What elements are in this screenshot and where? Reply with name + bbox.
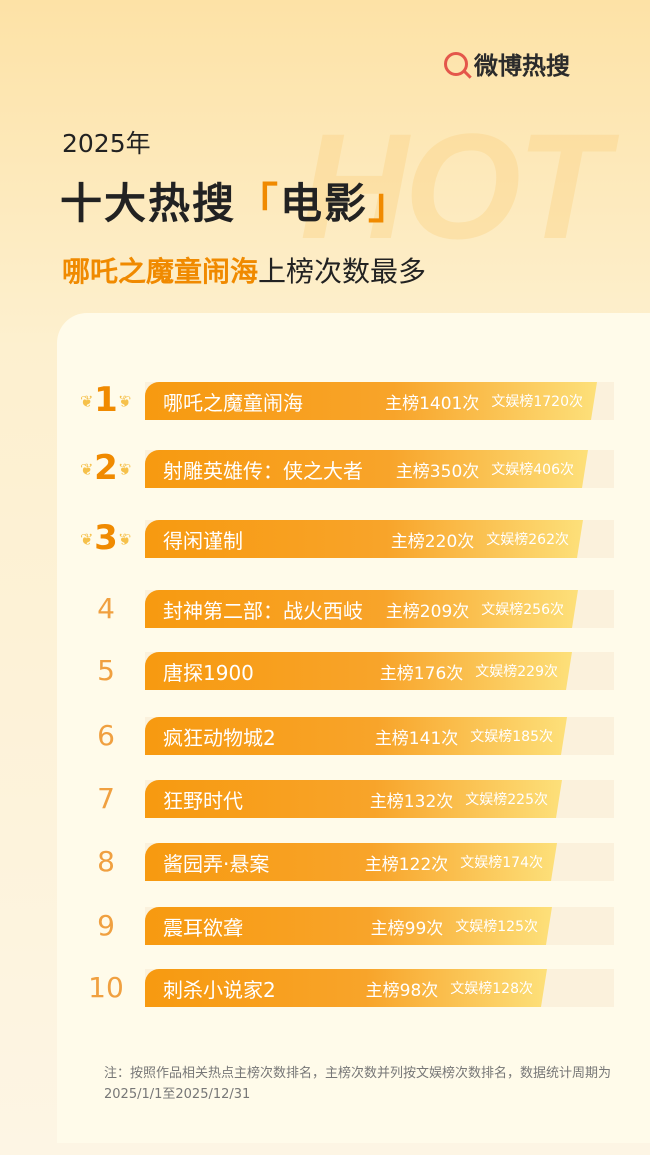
entertainment-list-count: 文娱榜406次	[491, 462, 574, 478]
movie-name: 疯狂动物城2	[163, 725, 276, 750]
entertainment-list-count: 文娱榜125次	[455, 919, 538, 935]
movie-name: 狂野时代	[163, 788, 243, 813]
ranking-bar: 狂野时代 主榜132次 文娱榜225次	[145, 780, 562, 818]
main-list-count: 主榜98次	[365, 980, 439, 1001]
ranking-row: 10 刺杀小说家2 主榜98次 文娱榜128次	[0, 969, 650, 1007]
main-list-count: 主榜132次	[369, 791, 454, 812]
ranking-bar: 酱园弄·悬案 主榜122次 文娱榜174次	[145, 843, 557, 881]
entertainment-list-count: 文娱榜174次	[460, 855, 543, 871]
rank-number: 5	[97, 654, 115, 687]
movie-name: 刺杀小说家2	[163, 977, 276, 1002]
rank-number: 6	[97, 719, 115, 752]
entertainment-list-count: 文娱榜229次	[475, 664, 558, 680]
title-prefix: 十大热搜	[60, 179, 237, 228]
logo-text: 微博热搜	[474, 52, 570, 80]
ranking-bar: 唐探1900 主榜176次 文娱榜229次	[145, 652, 572, 690]
main-list-count: 主榜122次	[364, 854, 449, 875]
ranking-row: 5 唐探1900 主榜176次 文娱榜229次	[0, 652, 650, 690]
movie-name: 得闲谨制	[163, 528, 243, 553]
rank-number: 10	[88, 971, 124, 1004]
subtitle-rest: 上榜次数最多	[258, 255, 427, 288]
subtitle-highlight: 哪吒之魔童闹海	[62, 255, 259, 288]
movie-name: 酱园弄·悬案	[163, 851, 270, 876]
page-title: 十大热搜「电影」	[60, 170, 412, 231]
ranking-row: 7 狂野时代 主榜132次 文娱榜225次	[0, 780, 650, 818]
rank-number: 7	[97, 782, 115, 815]
rank-number: 1	[94, 380, 118, 420]
ranking-bar: 疯狂动物城2 主榜141次 文娱榜185次	[145, 717, 567, 755]
ranking-row: 9 震耳欲聋 主榜99次 文娱榜125次	[0, 907, 650, 945]
footnote: 注：按照作品相关热点主榜次数排名，主榜次数并列按文娱榜次数排名，数据统计周期为2…	[104, 1066, 612, 1102]
entertainment-list-count: 文娱榜262次	[486, 532, 569, 548]
title-category: 电影	[280, 179, 369, 228]
rank-number: 4	[97, 592, 115, 625]
entertainment-list-count: 文娱榜1720次	[491, 394, 583, 410]
main-list-count: 主榜176次	[379, 663, 464, 684]
entertainment-list-count: 文娱榜185次	[470, 729, 553, 745]
ranking-bar: 震耳欲聋 主榜99次 文娱榜125次	[145, 907, 552, 945]
ranking-row: ❦ ❦ 1 哪吒之魔童闹海 主榜1401次 文娱榜1720次	[0, 380, 650, 420]
ranking-row: 6 疯狂动物城2 主榜141次 文娱榜185次	[0, 717, 650, 755]
ranking-row: ❦ ❦ 3 得闲谨制 主榜220次 文娱榜262次	[0, 518, 650, 558]
ranking-bar: 刺杀小说家2 主榜98次 文娱榜128次	[145, 969, 547, 1007]
rank-number: 3	[94, 518, 118, 558]
main-list-count: 主榜209次	[385, 601, 470, 622]
search-icon	[444, 51, 468, 76]
laurel-left-icon: ❦	[80, 530, 94, 549]
hot-watermark: HOT	[300, 102, 609, 270]
ranking-row: 4 封神第二部：战火西岐 主榜209次 文娱榜256次	[0, 590, 650, 628]
main-list-count: 主榜99次	[370, 918, 444, 939]
movie-name: 射雕英雄传：侠之大者	[163, 458, 363, 483]
entertainment-list-count: 文娱榜225次	[465, 792, 548, 808]
ranking-bar: 射雕英雄传：侠之大者 主榜350次 文娱榜406次	[145, 450, 588, 488]
ranking-bar: 哪吒之魔童闹海 主榜1401次 文娱榜1720次	[145, 382, 597, 420]
movie-name: 封神第二部：战火西岐	[163, 598, 363, 623]
rank-number: 8	[97, 845, 115, 878]
ranking-row: ❦ ❦ 2 射雕英雄传：侠之大者 主榜350次 文娱榜406次	[0, 448, 650, 488]
bracket-open: 「	[236, 179, 281, 228]
ranking-bar: 封神第二部：战火西岐 主榜209次 文娱榜256次	[145, 590, 578, 628]
subtitle: 哪吒之魔童闹海上榜次数最多	[62, 250, 426, 290]
laurel-left-icon: ❦	[80, 460, 94, 479]
main-list-count: 主榜350次	[395, 461, 480, 482]
year-label: 2025年	[62, 129, 151, 158]
ranking-bar: 得闲谨制 主榜220次 文娱榜262次	[145, 520, 583, 558]
bracket-close: 」	[368, 179, 413, 228]
movie-name: 唐探1900	[163, 660, 254, 685]
entertainment-list-count: 文娱榜128次	[450, 981, 533, 997]
movie-name: 震耳欲聋	[163, 915, 243, 940]
rank-number: 9	[97, 909, 115, 942]
laurel-left-icon: ❦	[80, 392, 94, 411]
rank-number: 2	[94, 448, 118, 488]
ranking-row: 8 酱园弄·悬案 主榜122次 文娱榜174次	[0, 843, 650, 881]
main-list-count: 主榜141次	[374, 728, 459, 749]
entertainment-list-count: 文娱榜256次	[481, 602, 564, 618]
main-list-count: 主榜220次	[390, 531, 475, 552]
weibo-hot-search-logo: 微博热搜	[444, 46, 570, 81]
main-list-count: 主榜1401次	[385, 393, 480, 414]
movie-name: 哪吒之魔童闹海	[163, 390, 303, 415]
